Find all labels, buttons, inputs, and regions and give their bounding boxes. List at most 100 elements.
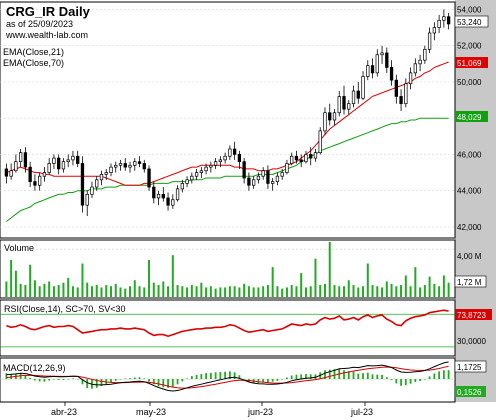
volume-bar xyxy=(143,287,146,297)
candle-body xyxy=(247,177,251,186)
macd-hist-bar xyxy=(395,379,398,384)
macd-badge-text: 1,1725 xyxy=(457,363,482,372)
candle-body xyxy=(299,159,303,163)
candle-body xyxy=(275,175,280,182)
macd-hist-bar xyxy=(190,376,193,380)
macd-hist-bar xyxy=(224,371,227,380)
x-tick-label: may-23 xyxy=(136,407,166,417)
candle-body xyxy=(171,199,175,206)
volume-bar xyxy=(162,281,165,297)
candle-body xyxy=(404,83,408,105)
macd-hist-bar xyxy=(352,371,355,380)
volume-bar xyxy=(447,282,450,297)
macd-hist-bar xyxy=(276,379,279,381)
close-badge-text: 53,240 xyxy=(457,18,482,27)
site-link[interactable]: www.wealth-lab.com xyxy=(5,30,88,40)
rsi-badge xyxy=(455,309,492,320)
macd-hist-bar xyxy=(271,379,274,382)
price-tick-label: 44,000 xyxy=(457,187,482,196)
macd-lines xyxy=(0,361,455,392)
ema70-badge xyxy=(455,111,488,122)
volume-bar xyxy=(95,285,98,297)
volume-bar xyxy=(304,287,307,297)
macd-hist-bar xyxy=(10,373,13,380)
candle-body xyxy=(256,175,261,181)
volume-bar xyxy=(381,287,384,297)
macd-hist-bar xyxy=(376,374,379,380)
candle-body xyxy=(228,148,232,157)
volume-bar xyxy=(219,287,222,297)
macd-hist-bar xyxy=(38,379,41,382)
volume-bar xyxy=(171,255,174,297)
macd-hist-bar xyxy=(5,373,8,380)
candle-body xyxy=(380,52,384,56)
price-tick-label: 42,000 xyxy=(457,223,482,232)
volume-bar xyxy=(190,285,193,297)
macd-hist-bar xyxy=(314,374,317,380)
volume-label: Volume xyxy=(4,243,34,253)
volume-tick-label: 4,00 M xyxy=(457,252,482,261)
macd-hist-bar xyxy=(357,373,360,380)
macd-hist-bar xyxy=(124,378,127,380)
candle-body xyxy=(9,170,13,177)
volume-bar xyxy=(10,259,13,297)
chart-title: CRG_IR Daily xyxy=(6,4,91,19)
volume-bar xyxy=(167,286,170,297)
volume-bar xyxy=(357,287,360,297)
candle-body xyxy=(366,65,370,77)
volume-bar xyxy=(314,258,317,297)
volume-bar xyxy=(438,286,441,297)
candle-body xyxy=(237,154,242,163)
candle-body xyxy=(323,112,327,132)
volume-bar xyxy=(404,275,407,297)
candle-body xyxy=(423,48,427,61)
macd-hist-bar xyxy=(385,377,388,380)
candle-body xyxy=(204,166,208,172)
macd-hist-bar xyxy=(138,377,141,380)
volume-bar xyxy=(290,285,293,297)
close-badge xyxy=(454,15,489,28)
candle-body xyxy=(199,170,203,173)
macd-hist-bar xyxy=(428,376,431,380)
volume-badge xyxy=(454,275,487,288)
macd-hist-bar xyxy=(34,379,36,381)
macd-hist-bar xyxy=(414,379,417,382)
x-axis-labels: abr-23 may-23 jun-23 jul-23 xyxy=(51,402,373,417)
macd-hist-bar xyxy=(19,373,22,380)
candle-body xyxy=(385,52,389,68)
volume-bar xyxy=(181,286,184,297)
macd-hist-bar xyxy=(281,379,284,380)
volume-bar xyxy=(371,285,374,297)
candle-body xyxy=(33,181,37,186)
volume-bar xyxy=(133,280,136,297)
rsi-tick-label: 30,0000 xyxy=(457,337,486,346)
candle-body xyxy=(242,161,246,179)
volume-bar xyxy=(281,288,284,297)
volume-bar xyxy=(423,285,426,297)
candle-body xyxy=(190,175,194,181)
candle-body xyxy=(332,112,337,121)
chart-date: as of 25/09/2023 xyxy=(6,19,73,29)
volume-bar xyxy=(186,287,189,297)
macd-hist-bar xyxy=(404,379,407,386)
ema70-badge-text: 48,029 xyxy=(457,113,482,122)
x-tick-label: jun-23 xyxy=(247,407,273,417)
candle-body xyxy=(80,163,85,206)
volume-bar xyxy=(14,270,17,297)
candle-body xyxy=(166,197,170,206)
macd-hist-bar xyxy=(110,379,112,383)
macd-hist-bar xyxy=(243,379,246,380)
macd-hist-bar xyxy=(419,379,421,382)
volume-bar xyxy=(209,286,212,297)
macd-hist-bar xyxy=(119,379,122,380)
volume-bar xyxy=(228,286,231,297)
candle-body xyxy=(232,148,237,155)
volume-bar xyxy=(323,283,326,297)
candle-body xyxy=(437,19,441,28)
candle-body xyxy=(175,188,180,201)
ema21-label: EMA(Close,21) xyxy=(3,47,64,57)
macd-hist-bar xyxy=(176,379,179,385)
volume-bar xyxy=(300,273,303,297)
macd-hist-bar xyxy=(438,371,441,380)
macd-polyline xyxy=(6,361,449,392)
